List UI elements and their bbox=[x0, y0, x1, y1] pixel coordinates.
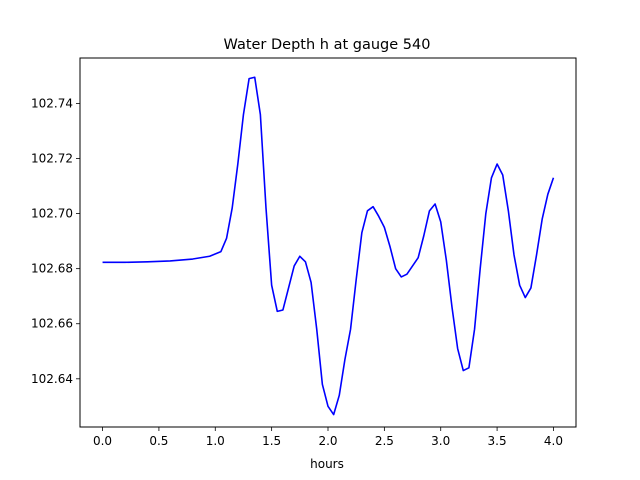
y-tick-label: 102.66 bbox=[31, 317, 73, 331]
x-tick-label: 3.0 bbox=[431, 434, 450, 448]
plot-area bbox=[102, 76, 555, 416]
y-tick-label: 102.72 bbox=[31, 152, 73, 166]
x-tick-label: 0.5 bbox=[149, 434, 168, 448]
x-tick-label: 1.5 bbox=[262, 434, 281, 448]
y-axis-ticks: 102.64 102.66 102.68 102.70 102.72 102.74 bbox=[31, 96, 80, 386]
chart-title: Water Depth h at gauge 540 bbox=[224, 37, 431, 53]
y-tick-label: 102.70 bbox=[31, 207, 73, 221]
x-tick-label: 4.0 bbox=[544, 434, 563, 448]
x-tick-label: 3.5 bbox=[488, 434, 507, 448]
series-line-0 bbox=[102, 76, 555, 416]
x-tick-label: 1.0 bbox=[206, 434, 225, 448]
x-axis-label: hours bbox=[310, 457, 344, 471]
plot-frame bbox=[79, 57, 577, 428]
x-axis-ticks: 0.0 0.5 1.0 1.5 2.0 2.5 3.0 3.5 4.0 bbox=[93, 427, 563, 448]
x-tick-label: 0.0 bbox=[93, 434, 112, 448]
x-tick-label: 2.0 bbox=[318, 434, 337, 448]
x-tick-label: 2.5 bbox=[375, 434, 394, 448]
y-tick-label: 102.64 bbox=[31, 372, 73, 386]
y-tick-label: 102.74 bbox=[31, 96, 73, 110]
y-tick-label: 102.68 bbox=[31, 262, 73, 276]
